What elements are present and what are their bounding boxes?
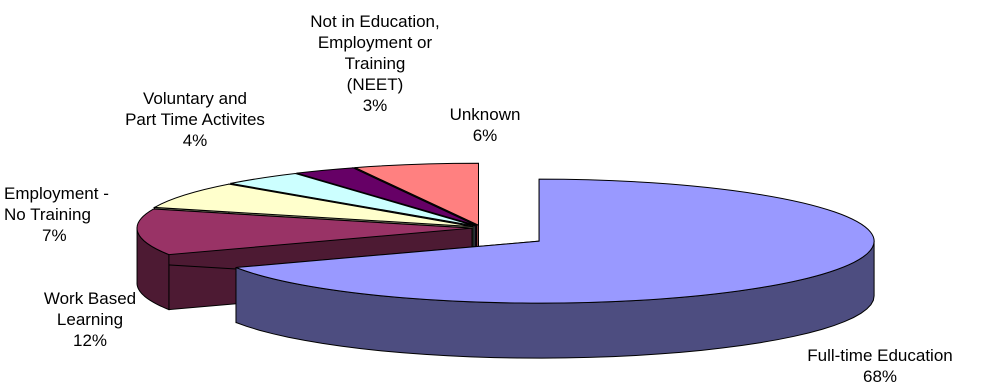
label-text: Full-time Education — [807, 346, 953, 365]
label-text: Work Based — [43, 289, 137, 308]
slice-top — [230, 172, 476, 227]
label-text: Learning — [56, 310, 124, 329]
label-full-time-education: Full-time Education 68% — [785, 345, 975, 387]
label-text: Voluntary and — [143, 89, 247, 108]
slice-top — [296, 167, 477, 226]
label-pct: 6% — [472, 126, 498, 145]
slice-top — [235, 178, 875, 304]
slice-top — [136, 208, 473, 256]
label-pct: 68% — [862, 367, 898, 386]
label-text: Employment or — [317, 33, 433, 52]
label-pct: 4% — [182, 131, 208, 150]
label-text: Not in Education, — [310, 12, 440, 31]
label-text: Unknown — [449, 105, 521, 124]
slice-top — [353, 162, 480, 227]
label-unknown: Unknown 6% — [430, 104, 540, 146]
label-pct: 3% — [362, 96, 388, 115]
label-voluntary-part-time: Voluntary and Part Time Activites 4% — [110, 88, 280, 151]
slice-tops — [136, 162, 875, 304]
label-text: Part Time Activites — [125, 110, 265, 129]
label-text: No Training — [4, 205, 91, 224]
label-work-based-learning: Work Based Learning 12% — [15, 288, 165, 351]
label-text: (NEET) — [346, 75, 404, 94]
label-employment-no-training: Employment - No Training 7% — [0, 183, 122, 246]
label-text: Training — [344, 54, 406, 73]
label-neet: Not in Education, Employment or Training… — [280, 11, 470, 116]
label-text: Employment - — [4, 184, 109, 203]
slice-top — [152, 183, 474, 228]
label-pct: 12% — [72, 331, 108, 350]
label-pct: 7% — [42, 226, 67, 245]
